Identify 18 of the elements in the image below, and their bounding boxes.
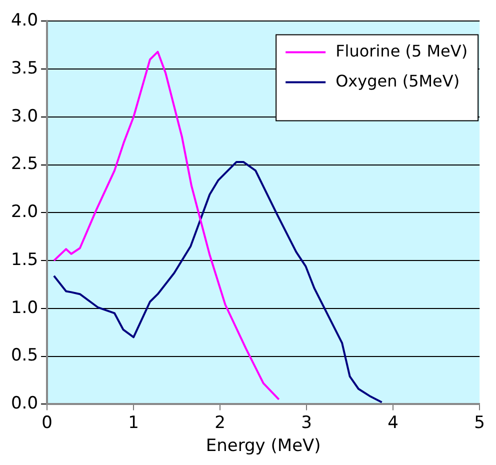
y-tick-label: 3.5 xyxy=(10,58,38,78)
y-tick-label: 2.5 xyxy=(10,154,38,174)
y-tick-label: 0.0 xyxy=(10,394,38,414)
y-tick-label: 3.0 xyxy=(10,106,38,126)
y-tick-label: 4.0 xyxy=(10,10,38,31)
legend-label: Fluorine (5 MeV) xyxy=(336,41,468,60)
y-tick-label: 1.5 xyxy=(10,250,38,270)
x-axis-title: Energy (MeV) xyxy=(206,436,321,456)
legend-label: Oxygen (5MeV) xyxy=(336,71,460,90)
x-tick-label: 0 xyxy=(42,412,52,433)
x-tick-label: 1 xyxy=(128,412,139,433)
y-tick-label: 0.5 xyxy=(10,346,38,366)
x-tick-label: 2 xyxy=(214,412,226,433)
y-tick-label: 2.0 xyxy=(10,202,38,222)
x-tick-label: 3 xyxy=(301,412,312,433)
y-tick-label: 1.0 xyxy=(10,298,38,318)
x-tick-label: 5 xyxy=(474,412,486,433)
x-tick-label: 4 xyxy=(388,412,398,433)
